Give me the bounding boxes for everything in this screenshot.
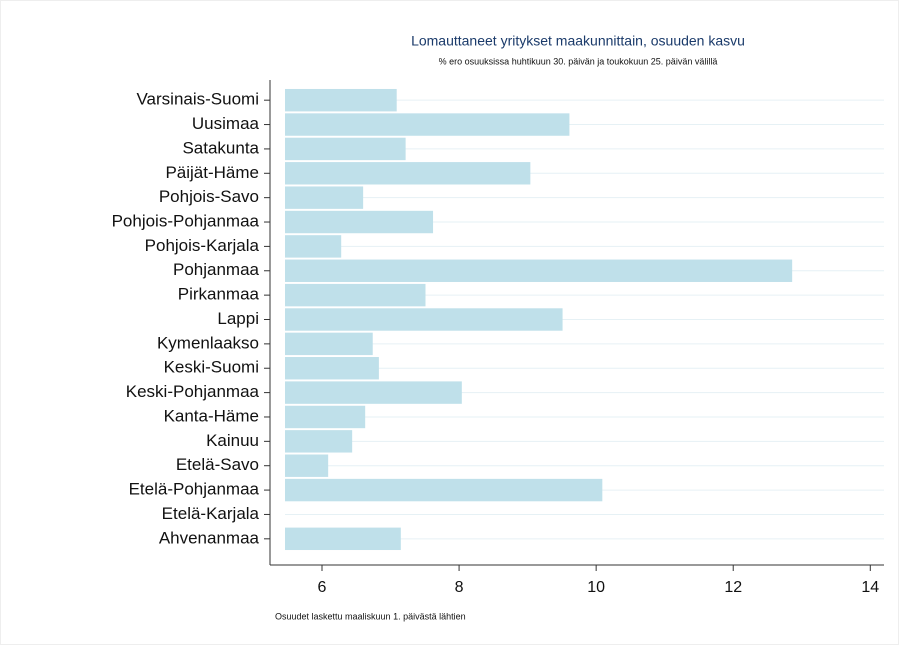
x-tick-label: 10: [587, 579, 605, 596]
chart-note: Osuudet laskettu maaliskuun 1. päivästä …: [275, 611, 466, 621]
bar: [285, 283, 426, 307]
y-tick-label: Etelä-Pohjanmaa: [129, 480, 260, 499]
bar: [285, 137, 406, 161]
y-tick-label: Varsinais-Suomi: [136, 90, 259, 109]
y-tick-label: Etelä-Savo: [176, 455, 259, 474]
bar: [285, 405, 366, 429]
bar: [285, 308, 563, 331]
bar: [285, 454, 329, 477]
bar: [285, 430, 353, 453]
bar: [285, 381, 462, 404]
y-tick-label: Pohjois-Pohjanmaa: [112, 212, 260, 231]
y-tick-label: Kanta-Häme: [164, 406, 259, 425]
x-tick-label: 14: [861, 579, 879, 596]
y-tick-label: Etelä-Karjala: [162, 504, 260, 523]
y-tick-label: Satakunta: [182, 138, 259, 157]
y-tick-label: Päijät-Häme: [165, 163, 259, 182]
bar: [285, 332, 373, 356]
y-tick-label: Keski-Pohjanmaa: [126, 382, 260, 401]
chart-title: Lomauttaneet yritykset maakunnittain, os…: [411, 33, 745, 49]
y-tick-label: Pohjois-Karjala: [145, 236, 260, 255]
bar: [285, 210, 434, 234]
y-tick-label: Kainuu: [206, 431, 259, 450]
y-tick-label: Lappi: [217, 309, 259, 328]
x-tick-label: 8: [455, 579, 464, 596]
y-tick-label: Kymenlaakso: [157, 333, 259, 352]
x-tick-label: 12: [724, 579, 742, 596]
bar: [285, 478, 603, 502]
bar: [285, 186, 364, 209]
bar: [285, 527, 401, 551]
x-tick-label: 6: [318, 579, 327, 596]
bar: [285, 259, 793, 282]
bar: [285, 88, 397, 112]
bar: [285, 162, 531, 185]
y-tick-label: Uusimaa: [192, 114, 260, 133]
y-tick-label: Ahvenanmaa: [159, 528, 260, 547]
bar: [285, 235, 342, 258]
chart-subtitle: % ero osuuksissa huhtikuun 30. päivän ja…: [439, 56, 718, 66]
y-tick-label: Pohjanmaa: [173, 260, 260, 279]
bar: [285, 357, 379, 380]
bar: [285, 113, 570, 136]
y-tick-label: Pirkanmaa: [178, 285, 260, 304]
y-tick-label: Pohjois-Savo: [159, 187, 259, 206]
y-tick-label: Keski-Suomi: [164, 358, 259, 377]
